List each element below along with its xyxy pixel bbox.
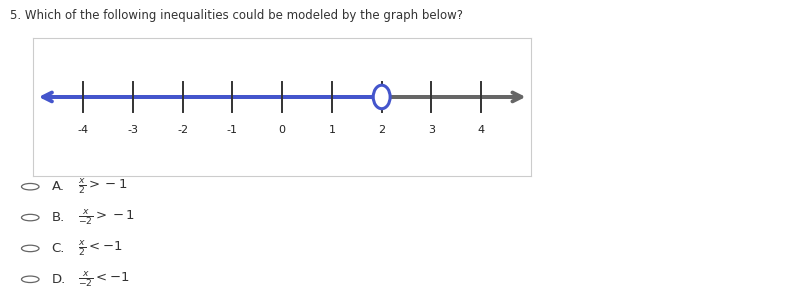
Text: $\frac{x}{-2} > -1$: $\frac{x}{-2} > -1$	[78, 208, 135, 227]
Text: B.: B.	[52, 211, 65, 224]
Text: 4: 4	[478, 125, 485, 135]
Text: 1: 1	[329, 125, 335, 135]
Text: 3: 3	[428, 125, 435, 135]
Text: 2: 2	[378, 125, 385, 135]
Text: $\frac{x}{-2} < -1$: $\frac{x}{-2} < -1$	[78, 270, 130, 289]
Text: $\frac{x}{2} < -1$: $\frac{x}{2} < -1$	[78, 239, 123, 258]
Text: 0: 0	[279, 125, 286, 135]
Text: -2: -2	[178, 125, 188, 135]
Text: -4: -4	[78, 125, 88, 135]
Text: A.: A.	[52, 180, 64, 193]
Text: -3: -3	[127, 125, 139, 135]
Circle shape	[373, 85, 390, 109]
Text: 5. Which of the following inequalities could be modeled by the graph below?: 5. Which of the following inequalities c…	[10, 9, 462, 22]
Text: D.: D.	[52, 273, 66, 286]
Text: C.: C.	[52, 242, 65, 255]
Text: -1: -1	[227, 125, 238, 135]
Text: $\frac{x}{2} > -1$: $\frac{x}{2} > -1$	[78, 177, 127, 196]
